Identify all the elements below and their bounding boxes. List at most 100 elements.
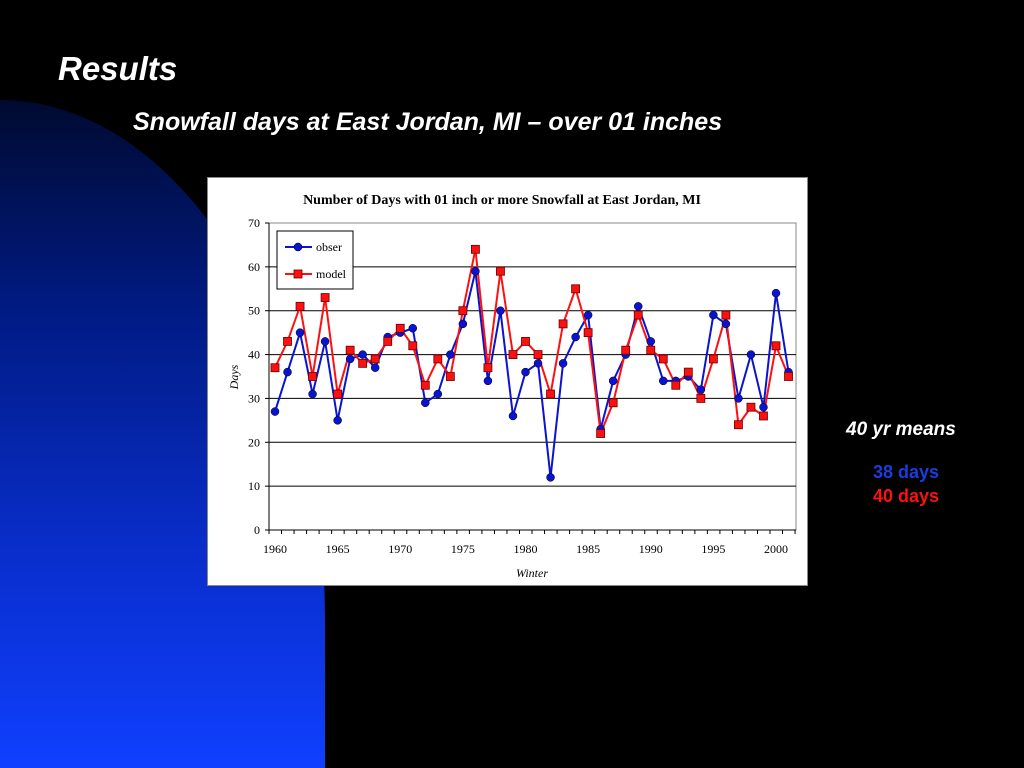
y-tick-label: 70 — [248, 216, 260, 230]
point-model — [771, 341, 781, 351]
point-model — [608, 398, 618, 408]
point-obser — [408, 324, 418, 333]
point-obser — [521, 367, 530, 377]
x-tick-label: 1960 — [263, 542, 287, 556]
point-obser — [583, 310, 593, 320]
point-model — [370, 354, 380, 364]
point-obser — [308, 389, 317, 399]
point-model — [583, 328, 593, 338]
point-model — [746, 402, 756, 412]
y-tick-label: 10 — [248, 479, 260, 493]
obs-mean: 38 days — [873, 462, 940, 482]
point-obser — [746, 350, 756, 359]
point-model — [308, 372, 317, 381]
point-model — [408, 341, 418, 351]
y-tick-label: 0 — [254, 523, 260, 537]
point-model — [596, 429, 606, 438]
point-model — [721, 310, 731, 320]
x-tick-label: 1970 — [388, 542, 412, 556]
point-model — [671, 380, 681, 390]
point-obser — [608, 376, 618, 386]
point-obser — [533, 359, 543, 368]
point-obser — [333, 416, 342, 425]
model-mean: 40 days — [873, 486, 940, 506]
point-model — [433, 354, 443, 364]
point-model — [496, 266, 505, 276]
point-model — [708, 354, 718, 364]
point-model — [420, 380, 430, 390]
chart: Number of Days with 01 inch or more Snow… — [207, 177, 808, 586]
point-model — [470, 244, 480, 254]
point-obser — [283, 367, 292, 377]
point-obser — [508, 411, 518, 421]
point-model — [295, 301, 305, 311]
point-model — [696, 394, 706, 403]
point-obser — [734, 394, 743, 403]
point-obser — [571, 332, 580, 342]
point-obser — [721, 319, 731, 329]
point-obser — [471, 266, 480, 276]
point-model — [633, 310, 643, 320]
y-axis-label: Days — [227, 364, 241, 390]
point-model — [508, 350, 518, 359]
y-tick-label: 50 — [248, 304, 260, 318]
x-tick-label: 1995 — [701, 542, 725, 556]
x-tick-label: 2000 — [764, 542, 788, 556]
x-axis-label: Winter — [516, 566, 548, 580]
point-model — [658, 354, 668, 364]
point-model — [558, 319, 568, 329]
point-model — [283, 337, 292, 346]
point-model — [445, 372, 455, 381]
x-tick-label: 1985 — [576, 542, 600, 556]
point-obser — [458, 319, 468, 329]
point-model — [621, 345, 631, 355]
y-tick-label: 30 — [248, 391, 260, 405]
chart-title: Number of Days with 01 inch or more Snow… — [303, 193, 701, 208]
point-obser — [546, 473, 555, 482]
x-tick-label: 1980 — [514, 542, 538, 556]
point-obser — [633, 302, 643, 311]
point-obser — [759, 402, 768, 412]
point-model — [458, 306, 468, 316]
point-obser — [345, 354, 355, 364]
y-tick-label: 20 — [248, 435, 260, 449]
point-obser — [320, 337, 330, 346]
point-obser — [659, 376, 668, 386]
series-line-obser — [274, 271, 790, 478]
slide-subtitle: Snowfall days at East Jordan, MI – over … — [133, 108, 723, 136]
point-model — [646, 345, 656, 355]
point-obser — [558, 359, 568, 368]
point-model — [784, 372, 793, 381]
legend-obser-marker — [293, 242, 303, 252]
point-model — [383, 337, 393, 346]
point-model — [521, 337, 530, 346]
point-obser — [270, 407, 280, 416]
point-obser — [646, 337, 655, 346]
point-obser — [771, 288, 781, 298]
point-model — [345, 345, 355, 355]
point-model — [683, 367, 693, 377]
point-obser — [358, 350, 367, 359]
legend-model: model — [316, 267, 347, 281]
point-model — [320, 293, 330, 302]
point-obser — [433, 389, 443, 399]
legend-model-marker — [293, 269, 303, 279]
point-model — [270, 363, 280, 373]
point-model — [358, 358, 368, 368]
point-model — [571, 284, 581, 294]
point-model — [333, 389, 343, 399]
point-model — [483, 363, 493, 373]
point-obser — [295, 328, 305, 337]
point-obser — [696, 385, 706, 394]
point-model — [533, 350, 543, 359]
slide-title: Results — [58, 50, 178, 87]
point-model — [759, 411, 768, 421]
point-obser — [496, 306, 505, 315]
point-model — [734, 420, 743, 430]
y-tick-label: 60 — [248, 260, 260, 274]
legend-obser: obser — [316, 240, 342, 254]
means-label: 40 yr means — [846, 419, 956, 440]
point-obser — [709, 310, 718, 320]
x-tick-label: 1975 — [451, 542, 475, 556]
point-model — [546, 389, 555, 399]
